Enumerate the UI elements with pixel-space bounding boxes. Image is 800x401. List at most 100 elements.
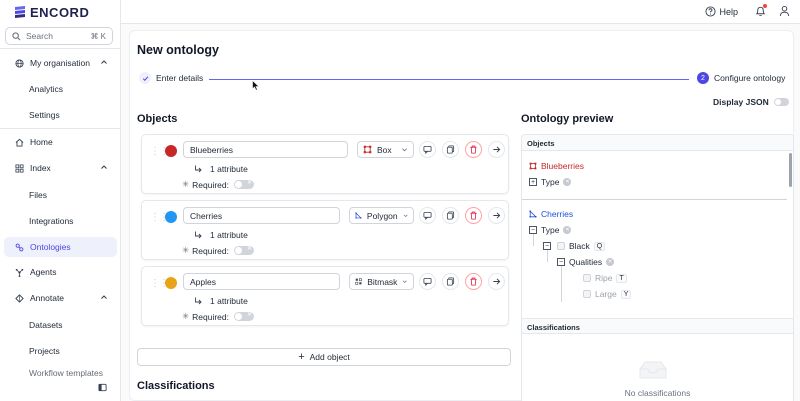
duplicate-object-button[interactable] (442, 141, 459, 158)
copy-icon (446, 145, 455, 154)
sidebar-item-index[interactable]: Index (4, 158, 117, 178)
shape-select[interactable]: Bitmask (349, 273, 414, 290)
preview-object-cherries[interactable]: Cherries (529, 209, 573, 219)
shape-select[interactable]: Box (357, 141, 414, 158)
notifications-button[interactable] (755, 4, 767, 19)
expand-plus-icon[interactable]: + (529, 178, 537, 186)
step-configure-ontology[interactable]: 2 Configure ontology (697, 72, 785, 84)
duplicate-object-button[interactable] (442, 273, 459, 290)
object-card-cherries[interactable]: ⋮⋮ Cherries Polygon 1 attribute ✳ (141, 200, 509, 260)
shape-select[interactable]: Polygon (349, 207, 414, 224)
delete-object-button[interactable] (465, 273, 482, 290)
preview-attribute-qualities[interactable]: − Qualities ✕ (557, 257, 615, 267)
required-toggle[interactable] (233, 179, 254, 189)
preview-option-large[interactable]: Large Y (583, 289, 632, 299)
preview-option-black[interactable]: − Black Q (543, 241, 606, 251)
delete-object-button[interactable] (465, 207, 482, 224)
sidebar-item-agents[interactable]: Agents (4, 262, 117, 282)
preview-attribute-type[interactable]: + Type ✕ (529, 177, 572, 187)
sidebar-item-label: Integrations (29, 216, 74, 226)
option-checkbox[interactable] (557, 242, 565, 250)
check-icon (142, 75, 148, 81)
sidebar-item-datasets[interactable]: Datasets (4, 315, 117, 335)
delete-object-button[interactable] (465, 141, 482, 158)
option-checkbox[interactable] (583, 274, 591, 282)
object-name-input[interactable]: Apples (183, 273, 340, 290)
sidebar-item-files[interactable]: Files (4, 185, 117, 205)
step-enter-details[interactable]: Enter details (139, 72, 203, 84)
encord-logo[interactable]: ENCORD (14, 4, 89, 20)
drag-handle-icon[interactable]: ⋮⋮ (150, 278, 169, 289)
sidebar-item-ontologies[interactable]: Ontologies (4, 237, 117, 257)
chevron-up-icon[interactable] (100, 58, 108, 66)
object-card-blueberries[interactable]: ⋮⋮ Blueberries Box 1 attribute ✳ (141, 134, 509, 194)
search-input[interactable]: Search ⌘ K (5, 27, 113, 45)
open-object-button[interactable] (488, 273, 505, 290)
sidebar-item-analytics[interactable]: Analytics (4, 79, 117, 99)
collapse-minus-icon[interactable]: − (529, 226, 537, 234)
attribute-count: 1 attribute (210, 230, 248, 240)
object-color-swatch[interactable] (165, 211, 177, 223)
object-card-apples[interactable]: ⋮⋮ Apples Bitmask 1 attribute ✳ (141, 266, 509, 326)
chevron-down-icon (403, 280, 408, 284)
user-icon (779, 5, 790, 17)
attributes-link[interactable]: 1 attribute (194, 230, 248, 240)
drag-handle-icon[interactable]: ⋮⋮ (150, 212, 169, 223)
clear-icon[interactable]: ✕ (606, 258, 615, 266)
chevron-up-icon[interactable] (100, 163, 108, 171)
option-checkbox[interactable] (583, 290, 591, 298)
sidebar-item-label: Agents (30, 267, 57, 277)
open-object-button[interactable] (488, 207, 505, 224)
collapse-sidebar-icon[interactable] (98, 383, 107, 392)
preview-scrollbar[interactable] (789, 153, 792, 187)
display-json-toggle[interactable]: Display JSON (713, 97, 789, 107)
chevron-up-icon[interactable] (100, 293, 108, 301)
attributes-link[interactable]: 1 attribute (194, 296, 248, 306)
preview-classifications-header: Classifications (522, 318, 793, 334)
asterisk-icon: ✳ (182, 179, 190, 189)
sidebar-item-my-organisation[interactable]: My organisation (4, 53, 117, 73)
required-toggle[interactable] (233, 311, 254, 321)
step-label: Configure ontology (714, 73, 786, 83)
edit-attributes-button[interactable] (419, 141, 436, 158)
drag-handle-icon[interactable]: ⋮⋮ (150, 146, 169, 157)
sidebar-item-settings[interactable]: Settings (4, 105, 117, 125)
grid-icon (15, 163, 24, 173)
clear-icon[interactable]: ✕ (563, 178, 572, 186)
required-toggle[interactable] (233, 245, 254, 255)
stepper-line (209, 79, 689, 80)
preview-option-ripe[interactable]: Ripe T (583, 273, 627, 283)
add-object-button[interactable]: + Add object (137, 348, 511, 366)
empty-inbox-icon (639, 361, 667, 379)
sidebar-item-workflow-templates[interactable]: Workflow templates (4, 367, 117, 379)
object-name-input[interactable]: Blueberries (183, 141, 348, 158)
user-menu-button[interactable] (779, 5, 790, 19)
sidebar-item-label: Analytics (29, 84, 64, 94)
object-name-input[interactable]: Cherries (183, 207, 340, 224)
help-button[interactable]: Help (705, 6, 738, 17)
preview-object-blueberries[interactable]: Blueberries (529, 161, 584, 171)
trash-icon (470, 277, 477, 286)
collapse-minus-icon[interactable]: − (557, 258, 565, 266)
sidebar-item-integrations[interactable]: Integrations (4, 211, 117, 231)
collapse-minus-icon[interactable]: − (543, 242, 551, 250)
display-json-label: Display JSON (713, 97, 769, 107)
option-label: Black (569, 241, 590, 251)
edit-attributes-button[interactable] (419, 207, 436, 224)
object-color-swatch[interactable] (165, 277, 177, 289)
preview-attribute-type[interactable]: − Type ✕ (529, 225, 572, 235)
sidebar-item-projects[interactable]: Projects (4, 341, 117, 361)
sidebar-item-label: Home (30, 137, 53, 147)
brand-name: ENCORD (30, 4, 90, 20)
clear-icon[interactable]: ✕ (563, 226, 572, 234)
edit-attributes-button[interactable] (419, 273, 436, 290)
sidebar-item-home[interactable]: Home (4, 132, 117, 152)
sidebar-item-annotate[interactable]: Annotate (4, 288, 117, 308)
attribute-count: 1 attribute (210, 164, 248, 174)
attributes-link[interactable]: 1 attribute (194, 164, 248, 174)
open-object-button[interactable] (488, 141, 505, 158)
sidebar: ENCORD Search ⌘ K My organisation Analyt… (0, 0, 121, 401)
duplicate-object-button[interactable] (442, 207, 459, 224)
object-color-swatch[interactable] (165, 145, 177, 157)
toggle-switch[interactable] (773, 98, 789, 106)
